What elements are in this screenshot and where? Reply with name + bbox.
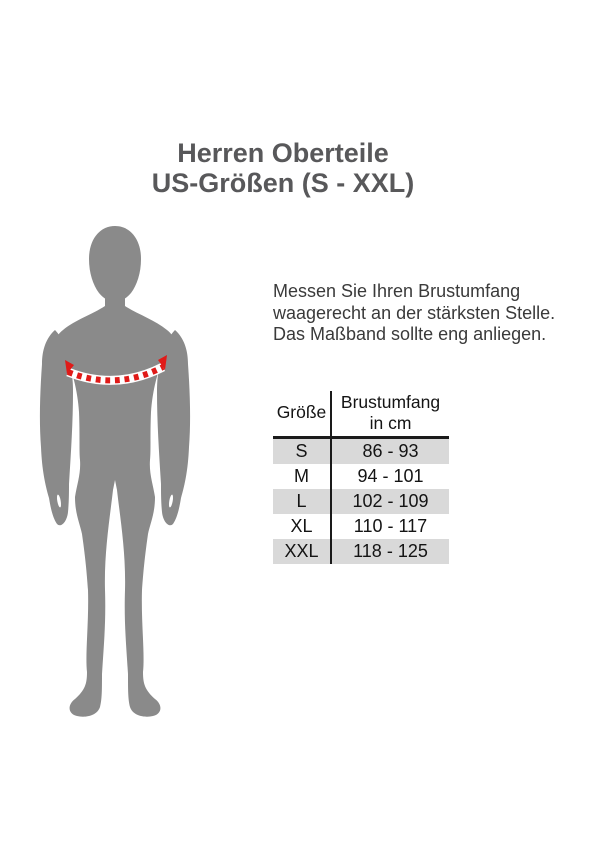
table-row: M 94 - 101 — [273, 464, 449, 489]
range-cell: 110 - 117 — [330, 514, 449, 539]
thumb-slit-left — [56, 494, 62, 508]
instruction-line3: Das Maßband sollte eng anliegen. — [273, 324, 547, 344]
instruction-line1: Messen Sie Ihren Brustumfang — [273, 281, 521, 301]
size-cell: XXL — [284, 541, 319, 561]
tape-arrow-right — [158, 355, 167, 370]
male-silhouette-icon — [39, 226, 191, 717]
instruction-line2: waagerecht an der stärksten Stelle. — [273, 302, 556, 323]
silhouette-arm — [39, 330, 73, 526]
size-cell: S — [295, 441, 308, 461]
range-cell: 118 - 125 — [330, 539, 449, 564]
size-cell: XL — [290, 516, 313, 536]
measuring-instructions: Messen Sie Ihren Brustumfang waagerecht … — [273, 281, 573, 346]
size-cell: L — [296, 491, 307, 511]
size-table-body: S 86 - 93 M 94 - 101 L 102 - 109 XL 110 … — [273, 437, 449, 564]
tape-arrow-left — [65, 360, 74, 374]
page-title: Herren Oberteile US-Größen (S - XXL) — [0, 138, 566, 198]
thumb-slit-right — [168, 494, 174, 508]
table-row: L 102 - 109 — [273, 489, 449, 514]
table-row: S 86 - 93 — [273, 437, 449, 464]
size-table-header: Größe Brustumfang in cm — [273, 391, 449, 439]
table-row: XL 110 - 117 — [273, 514, 449, 539]
size-cell: M — [294, 466, 309, 486]
chest-column-header-line2: in cm — [369, 412, 412, 433]
silhouette-body — [50, 276, 117, 717]
page-title-line2: US-Größen (S - XXL) — [151, 168, 415, 198]
male-silhouette-figure — [25, 222, 205, 722]
chest-column-header: Brustumfang in cm — [330, 391, 449, 439]
chest-column-header-line1: Brustumfang — [340, 391, 441, 412]
range-cell: 86 - 93 — [330, 437, 449, 464]
page-title-line1: Herren Oberteile — [177, 138, 389, 168]
range-cell: 94 - 101 — [330, 464, 449, 489]
size-column-header: Größe — [273, 391, 331, 439]
measuring-tape-icon — [65, 355, 167, 385]
table-row: XXL 118 - 125 — [273, 539, 449, 564]
size-table: Größe Brustumfang in cm S 86 - 93 M 94 -… — [273, 391, 449, 564]
silhouette-head — [89, 226, 141, 302]
range-cell: 102 - 109 — [330, 489, 449, 514]
